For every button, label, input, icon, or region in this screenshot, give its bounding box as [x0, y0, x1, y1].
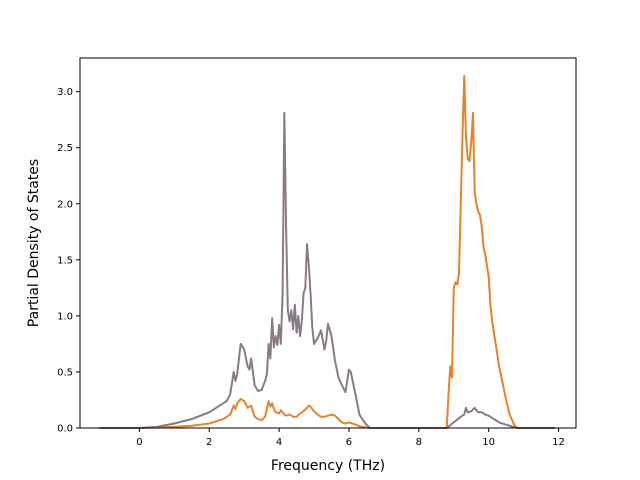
y-tick-label: 3.0 — [57, 87, 73, 98]
y-tick-label: 1.0 — [57, 311, 73, 322]
x-tick-label: 8 — [416, 437, 422, 448]
x-tick-label: 0 — [136, 437, 142, 448]
y-axis-ticks: 0.0 0.5 1.0 1.5 2.0 2.5 3.0 — [57, 87, 80, 435]
series-line-1 — [99, 111, 556, 429]
y-tick-label: 2.0 — [57, 199, 73, 210]
y-tick-label: 0.5 — [57, 367, 73, 378]
axes-frame — [79, 57, 577, 429]
x-tick-label: 12 — [552, 437, 565, 448]
y-tick-label: 0.0 — [57, 424, 73, 435]
x-axis-label: Frequency (THz) — [271, 458, 385, 474]
y-tick-label: 1.5 — [57, 255, 73, 266]
x-tick-label: 10 — [482, 437, 495, 448]
x-tick-label: 4 — [276, 437, 282, 448]
y-axis-label: Partial Density of States — [26, 159, 42, 327]
x-axis-ticks: 0 2 4 6 8 10 12 — [136, 428, 565, 448]
x-tick-label: 2 — [206, 437, 212, 448]
y-tick-label: 2.5 — [57, 143, 73, 154]
plot-lines-layer — [99, 74, 556, 429]
series-line-0 — [99, 74, 556, 429]
x-tick-label: 6 — [346, 437, 352, 448]
